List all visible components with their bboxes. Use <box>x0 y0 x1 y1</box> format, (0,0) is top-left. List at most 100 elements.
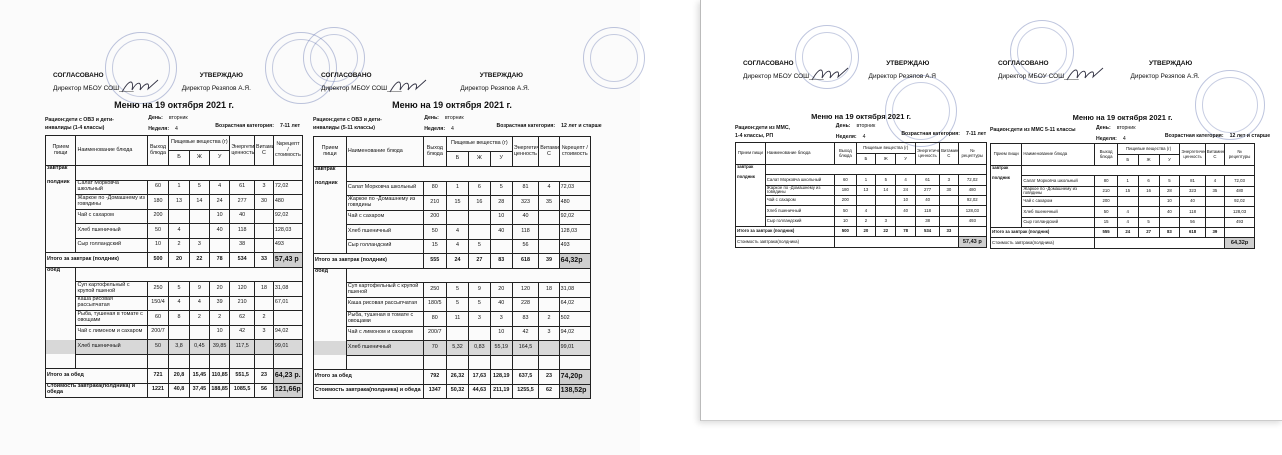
total-value: 83 <box>489 253 513 269</box>
dish-value: 4 <box>538 180 560 196</box>
meal-type <box>44 209 77 224</box>
dish-value: 128,03 <box>1224 206 1255 218</box>
total-value: 1085,5 <box>229 382 256 398</box>
dish-value <box>168 208 190 224</box>
dish-value: 0,83 <box>467 340 491 356</box>
dish-value: 80 <box>422 311 448 327</box>
dish-value: 99,01 <box>558 340 592 356</box>
table-row: полдник Салат Морковча школьный 80 1 6 5 81 4 72… <box>313 180 592 196</box>
dish-value <box>1204 216 1226 228</box>
total-value: 27 <box>467 253 491 269</box>
meal-type: завтрак <box>735 164 766 175</box>
dish-value: 24 <box>209 194 231 210</box>
dish-value: 200 <box>146 208 170 224</box>
meal-type <box>313 282 347 297</box>
dish-value: 92,02 <box>272 208 304 224</box>
dish-value: 200/7 <box>146 324 170 340</box>
dish-value <box>875 205 897 217</box>
total-row: Итого за завтрак (полдник) 500 20 22 78 534 33 <box>734 225 988 238</box>
age-category: Возрастная категория: 7-11 лет <box>901 130 986 138</box>
dish-value: 35 <box>1204 185 1226 198</box>
dish-value: 3 <box>875 215 897 227</box>
dish-value: 92,02 <box>1224 196 1255 208</box>
dish-value: 2 <box>209 310 231 326</box>
ration-line: 1-4 классы, РП <box>735 133 774 139</box>
dish-value: 480 <box>1224 185 1255 198</box>
total-value: 40,8 <box>168 382 190 398</box>
age-category-value: 7-11 лет <box>279 123 301 129</box>
total-value: 534 <box>229 252 256 268</box>
dish-value: 16 <box>467 195 491 211</box>
dish-value: 15 <box>446 195 469 211</box>
approved-heading: УТВЕРЖДАЮ <box>199 72 243 79</box>
cost-label: Стоимость завтрака(полдника) <box>989 237 1096 249</box>
total-value: 39 <box>1204 226 1226 239</box>
total-row: Итого за обед 721 20,8 15,45 110,85 551,5 23 64… <box>45 368 304 384</box>
dish-value: 323 <box>511 195 540 211</box>
dish-value: 493 <box>1224 216 1255 228</box>
total-value: 534 <box>915 225 941 238</box>
dish-value: 50 <box>1094 206 1118 218</box>
column-header-b: Б <box>1116 154 1139 166</box>
dish-value: 6 <box>467 180 491 196</box>
dish-name: Суп картофельный с крупой пшеной <box>345 282 424 298</box>
table-row: Каша рисовая рассыпчатая 150/4 4 4 39 210 67,0… <box>44 295 304 311</box>
total-value: 637,5 <box>511 369 540 385</box>
column-header-u: У <box>209 150 231 166</box>
day-value: вторник <box>168 115 188 121</box>
dish-value: 210 <box>1094 185 1118 198</box>
table-row: полдник Салат Морковча школьный 80 1 6 5 81 4 72… <box>989 175 1255 187</box>
week-value: 4 <box>862 134 866 140</box>
dish-value: 4 <box>446 224 469 240</box>
column-header-name: Наименование блюда <box>75 135 148 166</box>
day-label: День: <box>1096 125 1111 131</box>
dish-value <box>254 208 274 224</box>
dish-value: 61 <box>229 179 256 195</box>
total-label: Итого за завтрак (полдник) <box>734 225 836 238</box>
meal-type <box>44 281 77 296</box>
dish-value: 31,08 <box>272 281 304 297</box>
dish-value: 4 <box>855 205 877 217</box>
dish-value: 2 <box>254 310 274 326</box>
table-row: Хлеб пшеничный 50 4 40 118 128,03 <box>989 206 1255 218</box>
stamp-seal <box>105 32 177 104</box>
column-header-u: У <box>1158 154 1181 166</box>
column-header-last: №рецепт /стоимость <box>558 136 592 167</box>
meal-type <box>313 210 347 225</box>
menu-table: Прием пищи Наименование блюда Выход блюда П… <box>734 142 988 248</box>
dish-value: 480 <box>272 194 304 210</box>
total-value: 20,8 <box>168 368 190 384</box>
dish-value: 0,45 <box>188 339 211 355</box>
dish-name: Чай с сахаром <box>345 209 424 225</box>
table-row: Рыба, тушеная в томате с овощами 80 11 3 3 83… <box>313 311 592 327</box>
dish-value: 4 <box>168 295 190 311</box>
dish-value: 118 <box>511 224 540 240</box>
table-row: Суп картофельный с крупой пшеной 250 5 9 20 1… <box>44 281 304 297</box>
total-label: Итого за обед <box>313 369 424 385</box>
dish-value: 5 <box>467 296 491 312</box>
total-value: 56 <box>254 382 274 398</box>
dish-value: 117,5 <box>229 339 256 355</box>
ration-line: Рацион:дети из ММС, <box>735 125 791 131</box>
week-label: Неделя: <box>148 126 170 132</box>
dish-value: 31,08 <box>558 282 592 298</box>
column-header-u: У <box>895 153 917 165</box>
day: День: вторник <box>148 114 187 122</box>
ration-line: Рацион:дети с ОВЗ и дети- <box>313 117 382 123</box>
dish-value: 15 <box>422 238 448 254</box>
total-value: 24 <box>1116 226 1139 239</box>
dish-value: 4 <box>895 174 917 186</box>
dish-value: 9 <box>467 282 491 298</box>
total-value: 74,20р <box>558 369 592 385</box>
dish-name: Жаркое по -Домашнему из говядины <box>764 184 836 197</box>
column-header-meal: Прием пищи <box>989 143 1023 166</box>
dish-value: 164,5 <box>511 340 540 356</box>
dish-value: 39 <box>209 295 231 311</box>
dish-name <box>75 353 148 369</box>
meal-type <box>44 325 77 340</box>
menu-title: Меню на 19 октября 2021 г. <box>811 112 911 121</box>
total-row: Стоимость завтрака(полдника) и обеда 1221… <box>45 382 304 398</box>
meal-type: полдник <box>735 174 766 186</box>
dish-value: 2 <box>855 215 877 227</box>
table-row: обед <box>313 267 592 283</box>
